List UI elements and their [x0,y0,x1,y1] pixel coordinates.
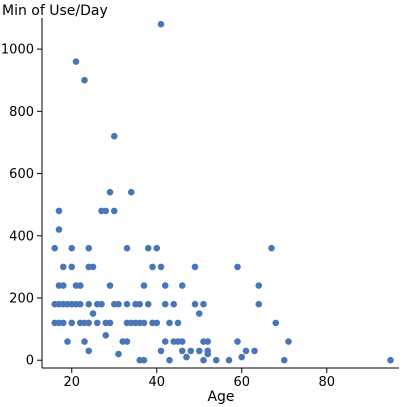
data-point [140,282,148,289]
y-tick-label: 600 [9,167,34,182]
data-point [157,20,165,28]
data-point [85,347,93,355]
data-point [110,207,118,215]
data-points [51,20,394,364]
data-point [106,319,114,327]
data-point [55,226,63,233]
data-point [51,244,59,252]
data-point [255,300,263,308]
data-point [178,347,186,355]
data-point [106,282,114,289]
data-point [110,132,118,140]
data-point [115,300,122,308]
data-point [115,350,122,358]
data-point [123,338,131,345]
data-point [59,319,67,327]
data-point [251,347,258,355]
data-point [127,188,135,196]
y-tick-label: 400 [9,229,34,244]
y-tick-label: 1000 [1,43,34,58]
data-point [157,263,165,271]
data-point [166,356,173,364]
data-point [89,310,97,317]
y-axis-title: Min of Use/Day [2,3,108,19]
data-point [140,356,148,364]
data-point [81,338,88,345]
data-point [136,300,144,308]
data-point [272,319,280,327]
data-point [123,300,131,308]
data-point [102,207,110,215]
data-point [93,319,101,327]
data-point [102,332,110,339]
data-point [200,300,207,308]
y-tick-label: 200 [9,292,34,307]
data-point [178,338,186,345]
data-point [238,353,246,361]
data-point [149,263,156,271]
data-point [166,319,173,327]
data-point [76,282,84,289]
data-point [234,338,241,345]
data-point [89,263,97,271]
data-point [76,300,84,308]
data-point [106,188,114,196]
data-point [212,356,220,364]
data-point [200,356,207,364]
data-point [204,338,212,345]
data-point [174,319,182,327]
data-point [68,244,76,252]
data-point [59,263,67,271]
data-point [170,300,178,308]
data-point [98,300,105,308]
data-point [285,338,292,345]
data-point [195,310,203,317]
data-point [153,319,161,327]
data-point [85,319,93,327]
y-tick-label: 0 [26,354,34,369]
x-tick-label: 80 [318,375,335,390]
data-point [144,244,152,252]
data-point [255,282,263,289]
data-point [161,282,169,289]
data-point [161,338,169,345]
data-point [387,356,394,364]
data-point [191,263,199,271]
data-point [153,244,161,252]
data-point [64,338,71,345]
axes [41,18,399,369]
data-point [85,244,93,252]
data-point [68,263,76,271]
x-axis-title: Age [207,389,234,405]
x-ticks: 20 40 60 80 [63,368,335,390]
y-ticks: 0 200 400 600 800 1000 [1,43,42,369]
x-tick-label: 20 [63,375,80,390]
data-point [242,347,250,355]
data-point [157,347,165,355]
data-point [72,58,80,65]
data-point [183,353,190,361]
data-point [225,356,233,364]
data-point [85,300,93,308]
data-point [195,347,203,355]
data-point [55,207,63,215]
x-tick-label: 60 [233,375,250,390]
data-point [140,319,148,327]
data-point [191,300,199,308]
data-point [204,350,212,358]
x-tick-label: 40 [148,375,165,390]
data-point [123,244,131,252]
data-point [234,263,241,271]
data-point [81,76,88,84]
data-point [268,244,275,252]
data-point [161,300,169,308]
data-point [187,347,195,355]
y-tick-label: 800 [9,105,34,120]
data-point [68,319,76,327]
data-point [280,356,288,364]
data-point [59,282,67,289]
data-point [144,300,152,308]
data-point [178,282,186,289]
